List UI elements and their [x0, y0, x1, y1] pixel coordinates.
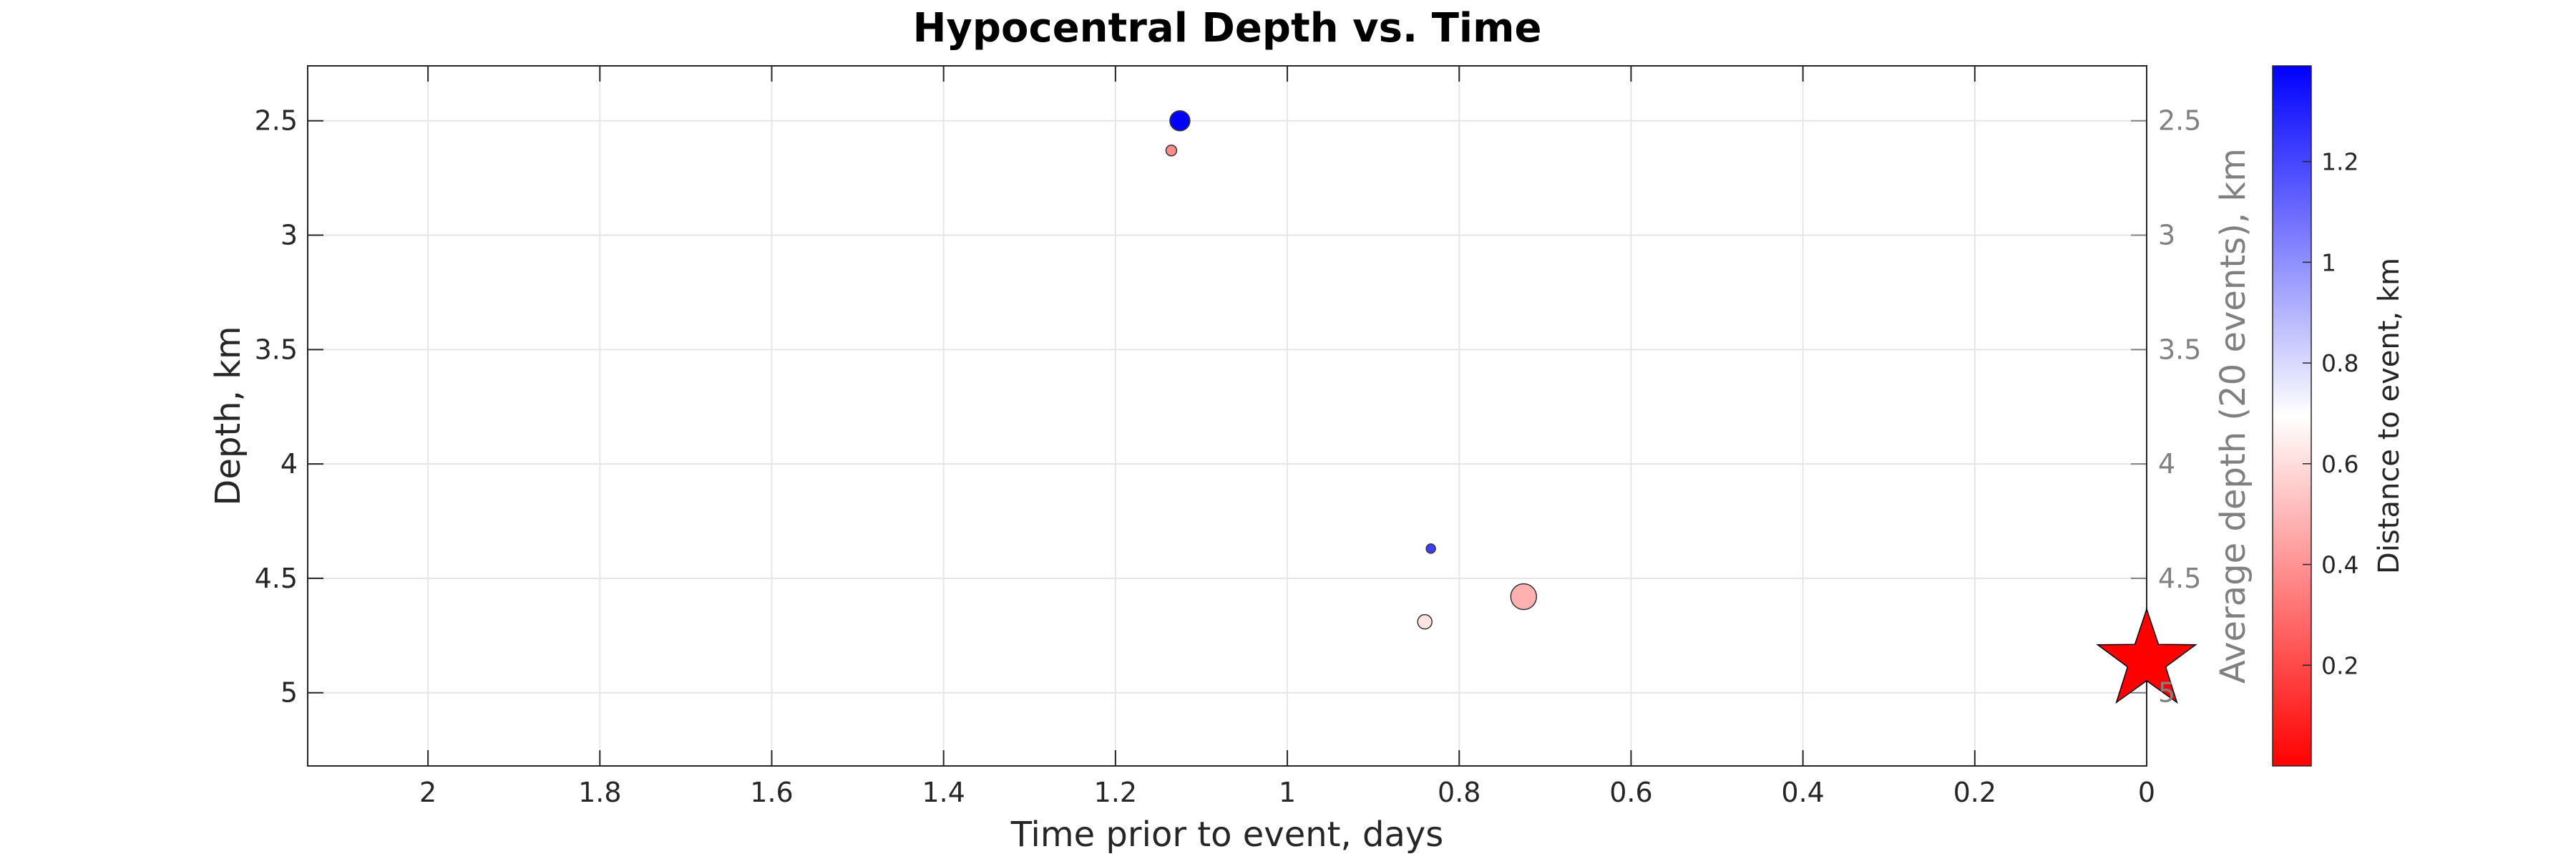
y-tick-label: 2.5 [255, 105, 298, 137]
colorbar-tick-label: 0.2 [2321, 651, 2358, 679]
y-tick-label: 4.5 [255, 563, 298, 594]
y-tick-label: 3.5 [255, 334, 298, 365]
data-point [1165, 145, 1178, 157]
colorbar-tick-label: 0.6 [2321, 450, 2358, 478]
x-tick-label: 1 [1279, 777, 1296, 808]
x-tick-label: 0.2 [1953, 777, 1996, 808]
colorbar-frame [2272, 65, 2312, 767]
data-point [1425, 543, 1436, 554]
plot-area [308, 66, 2147, 766]
y-right-tick-label: 3.5 [2158, 334, 2201, 365]
y-tick-label: 3 [280, 220, 298, 251]
x-tick-label: 1.4 [922, 777, 965, 808]
event-marker-layer [2096, 607, 2197, 704]
x-tick-label: 0.8 [1438, 777, 1480, 808]
axis-ticks [308, 66, 2147, 766]
x-tick-label: 1.2 [1094, 777, 1137, 808]
colorbar-tick-label: 1 [2321, 248, 2336, 276]
y-right-tick-label: 5 [2158, 677, 2175, 709]
data-point [1417, 613, 1433, 630]
colorbar-ticks: 0.2 0.4 0.6 0.8 1 1.2 [2303, 148, 2358, 679]
colorbar-tick-label: 1.2 [2321, 148, 2358, 176]
x-axis-label: Time prior to event, days [1010, 815, 1444, 855]
x-tick-label: 1.6 [750, 777, 793, 808]
y-right-tick-label: 3 [2158, 220, 2175, 251]
y-tick-labels: 2.5 3 3.5 4 4.5 5 [255, 105, 298, 709]
data-markers [1165, 110, 1538, 630]
y-right-tick-labels: 2.5 3 3.5 4 4.5 5 [2158, 105, 2201, 709]
x-tick-label: 0.6 [1609, 777, 1652, 808]
axes-frame [307, 65, 2147, 767]
colorbar-tick-label: 0.8 [2321, 349, 2358, 377]
chart-title: Hypocentral Depth vs. Time [913, 5, 1542, 52]
colorbar-label: Distance to event, km [2373, 258, 2406, 574]
x-tick-label: 2 [419, 777, 436, 808]
y-right-tick-label: 4.5 [2158, 563, 2201, 594]
event-star-icon [2096, 607, 2197, 704]
y-tick-label: 5 [280, 677, 298, 709]
colorbar [2273, 66, 2311, 766]
y-tick-label: 4 [280, 448, 298, 480]
x-tick-labels: 2 1.8 1.6 1.4 1.2 1 0.8 0.6 0.4 0.2 0 [419, 777, 2155, 808]
data-point [1169, 110, 1191, 132]
y-right-tick-label: 2.5 [2158, 105, 2201, 137]
y-right-tick-label: 4 [2158, 448, 2175, 480]
data-point [1510, 583, 1538, 611]
y-right-axis-label: Average depth (20 events), km [2213, 148, 2253, 684]
x-tick-label: 0.4 [1781, 777, 1824, 808]
x-tick-label: 0 [2138, 777, 2155, 808]
x-tick-label: 1.8 [578, 777, 621, 808]
colorbar-tick-label: 0.4 [2321, 551, 2358, 579]
y-axis-label: Depth, km [208, 326, 248, 505]
